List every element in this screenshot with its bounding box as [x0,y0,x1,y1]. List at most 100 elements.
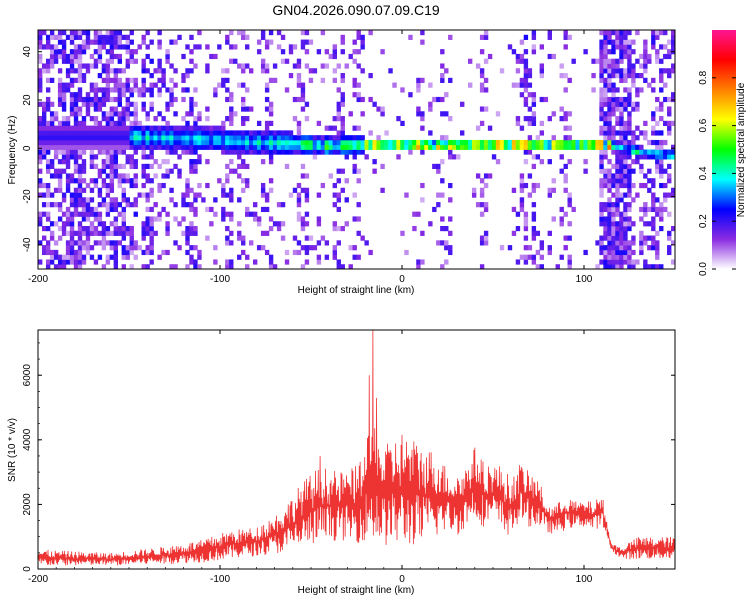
spectrogram-cell [639,87,644,93]
spectrogram-cell [149,230,154,236]
spectrogram-cell [659,44,664,50]
spectrogram-cell [129,178,134,184]
spectrogram-cell [133,173,138,179]
spectrogram-cell [611,206,616,213]
spectrogram-cell [57,173,63,179]
spectrogram-cell [531,216,537,222]
spectrogram-cell [635,58,640,64]
spectrogram-cell [109,149,115,155]
spectrogram-cell [177,125,182,131]
spectrogram-cell [249,144,254,150]
spectrogram-cell [264,192,270,198]
spectrogram-cell [659,68,664,74]
spectrogram-cell [141,163,146,170]
spectrogram-cell [165,168,170,174]
spectrogram-cell [436,144,441,150]
spectrogram-cell [264,149,270,155]
spectrogram-cell [659,144,664,150]
spectrogram-cell [268,159,274,165]
spectrogram-cell [260,230,266,236]
spectrogram-cell [567,254,572,260]
spectrogram-cell [109,254,115,260]
spectrogram-cell [249,240,254,246]
spectrogram-cell [53,264,59,269]
spectrogram-cell [85,197,91,203]
spectrogram-cell [643,135,648,141]
spectrogram-cell [245,106,250,112]
spectrogram-cell [288,149,294,155]
spectrogram-cell [483,235,489,241]
spectrogram-cell [77,73,83,79]
spectrogram-cell [109,111,115,117]
spectrogram-cell [45,249,51,256]
spectrogram-cell [157,216,162,222]
spectrogram-cell [45,144,51,150]
spectrogram-cell [221,135,226,141]
spectrogram-cell [145,68,150,74]
spectrogram-cell [519,206,525,213]
spectrogram-cell [233,168,238,174]
spectrogram-cell [77,111,83,117]
spectrogram-cell [205,106,210,112]
spectrogram-cell [627,116,632,122]
spectrogram-cell [45,77,51,83]
spectrogram-cell [125,245,130,251]
spectrogram-cell [89,116,95,122]
spectrogram-cell [631,130,636,136]
spectrogram-cell [38,139,43,146]
spectrogram-cell [169,149,174,155]
spectrogram-cell [647,168,652,174]
spectrogram-cell [300,39,306,45]
spectrogram-cell [655,30,660,36]
spectrogram-cell [117,111,123,117]
spectrogram-cell [121,139,126,146]
spectrogram-cell [643,130,648,136]
spectrogram-cell [69,58,75,64]
spectrogram-cell [101,116,107,122]
spectrogram-cell [125,139,130,146]
spectrogram-cell [41,225,47,232]
spectrogram-cell [157,92,162,98]
spectrogram-cell [45,264,51,269]
spectrogram-cell [61,96,67,103]
spectrogram-cell [663,120,668,126]
spectrogram-cell [89,254,95,260]
spectrogram-cell [77,211,83,217]
spectrogram-cell [380,144,385,150]
spectrogram-cell [623,49,628,55]
spectrogram-cell [440,139,445,146]
spectrogram-cell [145,225,150,232]
spectrogram-cell [304,211,310,217]
spectrogram-cell [420,116,425,122]
spectrogram-cell [603,34,608,40]
spectrogram-cell [531,116,537,122]
spectrogram-cell [475,139,481,146]
spectrogram-cell [169,130,174,136]
spectrogram-cell [539,63,545,69]
spectrogram-cell [117,58,123,64]
spectrogram-cell [615,144,620,150]
spectrogram-cell [647,139,652,146]
spectrogram-cell [137,125,142,131]
spectrogram-cell [221,82,226,88]
spectrogram-cell [245,149,250,155]
spectrogram-cell [89,163,95,170]
colorbar: 0.00.20.40.60.8 Normalized spectral ampl… [698,30,747,276]
spectrogram-cell [651,192,656,198]
spectrogram-cell [252,202,258,208]
spectrogram-cell [599,87,604,93]
spectrogram-cell [97,53,103,60]
spectrogram-cell [368,144,373,150]
spectrogram-cell [153,216,158,222]
spectrogram-cell [487,144,493,150]
spectrogram-cell [225,96,230,103]
spectrogram-cell [105,82,111,88]
spectrogram-cell [643,211,648,217]
spectrogram-cell [189,135,194,141]
spectrogram-cell [221,211,226,217]
spectrogram-cell [89,63,95,69]
spectrogram-cell [81,240,87,246]
spectrogram-cell [169,39,174,45]
spectrogram-cell [165,53,170,60]
spectrogram-cell [41,101,47,107]
